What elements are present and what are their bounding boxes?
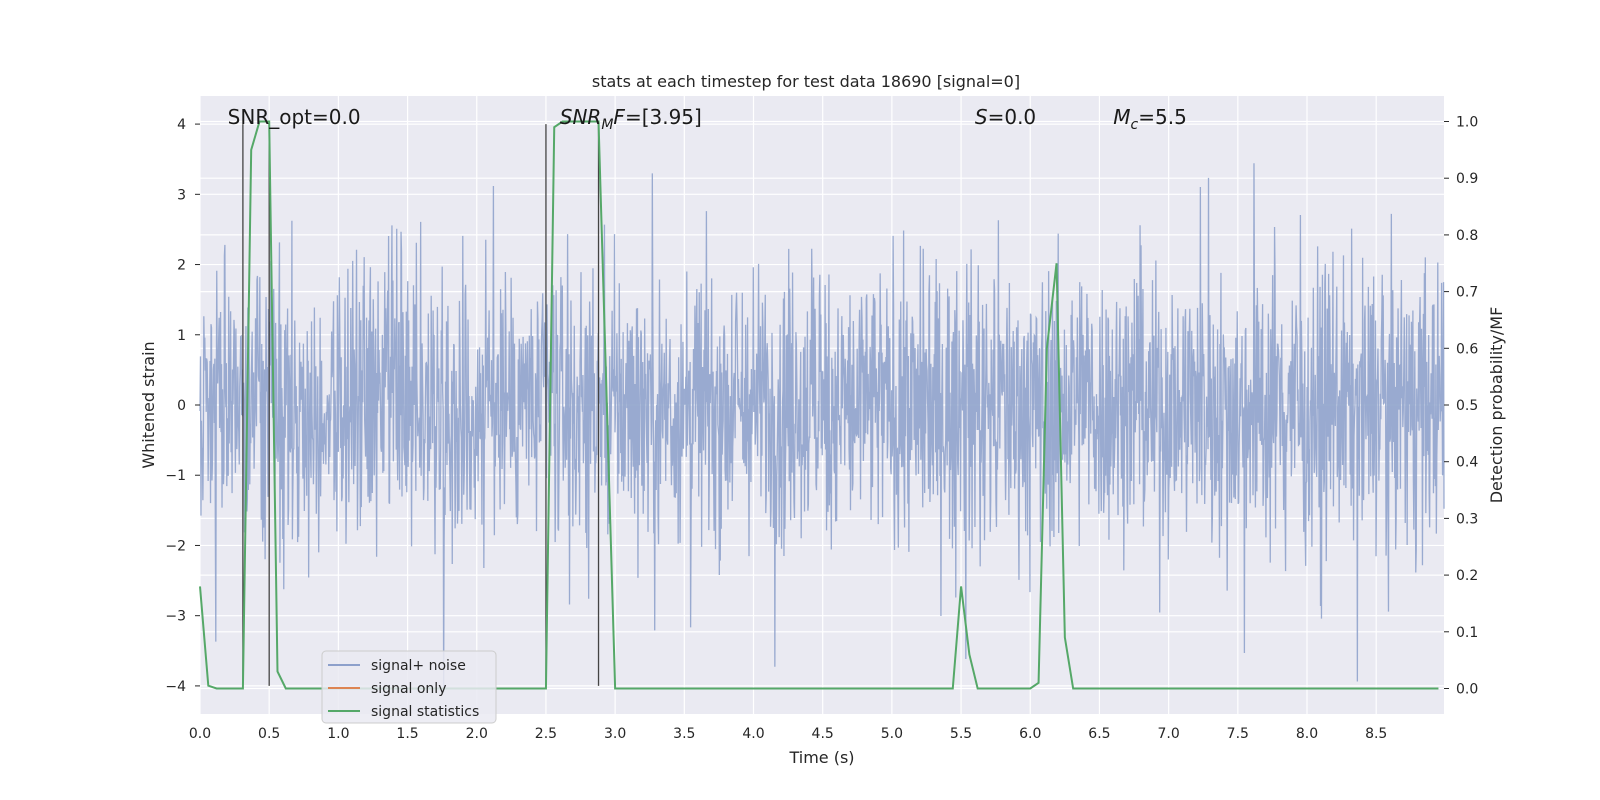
x-tick-label: 2.5 [535,726,557,742]
y-left-tick-label: 3 [177,187,186,203]
x-tick-label: 5.5 [950,726,972,742]
x-tick-label: 0.5 [258,726,280,742]
annotation-label-4: Mc=5.5 [1113,105,1187,133]
legend-label-1: signal+ noise [371,658,466,674]
annotations: SNR_opt=0.0 SNRMF=[3.95] S=0.0 Mc=5.5 [228,105,1187,133]
x-tick-labels: 0.0 0.5 1.0 1.5 2.0 2.5 3.0 3.5 4.0 4.5 5.0 5.5 6.0 6… [189,726,1387,742]
y-right-tick-label: 0.4 [1456,455,1478,471]
signal-noise-series [199,163,1445,693]
y-left-tick-label: 2 [177,258,186,274]
x-tick-label: 8.0 [1296,726,1318,742]
chart-title: stats at each timestep for test data 186… [592,72,1020,91]
x-tick-label: 6.5 [1088,726,1110,742]
y-left-tick-label: −2 [165,538,186,554]
y-right-tick-label: 1.0 [1456,115,1478,131]
y-right-tick-label: 0.9 [1456,171,1478,187]
legend-label-2: signal only [371,681,446,697]
y-right-tick-label: 0.5 [1456,398,1478,414]
y-left-tick-label: −4 [165,679,186,695]
x-tick-label: 4.5 [812,726,834,742]
y-left-tick-label: −1 [165,468,186,484]
legend: signal+ noise signal only signal statistic… [321,650,497,724]
y-right-axis-label: Detection probability/MF [1487,307,1506,504]
y-left-tick-label: 0 [177,398,186,414]
y-right-tick-label: 0.0 [1456,681,1478,697]
y-left-tick-label: 4 [177,117,186,133]
y-right-tick-labels: 1.0 0.9 0.8 0.7 0.6 0.5 0.4 0.3 0.2 0.1 0.0 [1444,115,1478,697]
y-left-axis-label: Whitened strain [139,341,158,468]
x-tick-label: 5.0 [881,726,903,742]
y-right-tick-label: 0.3 [1456,511,1478,527]
x-tick-label: 2.0 [466,726,488,742]
legend-label-3: signal statistics [371,704,479,720]
signal-statistics-line [199,120,1439,690]
x-tick-label: 8.5 [1365,726,1387,742]
x-tick-label: 4.0 [742,726,764,742]
annotation-label-1: SNR_opt=0.0 [228,105,361,129]
y-right-tick-label: 0.7 [1456,285,1478,301]
x-tick-label: 3.0 [604,726,626,742]
x-tick-label: 6.0 [1019,726,1041,742]
y-left-tick-labels: 4 3 2 1 0 −1 −2 −3 −4 [165,117,200,695]
x-tick-label: 1.5 [396,726,418,742]
x-tick-label: 7.0 [1157,726,1179,742]
y-left-tick-label: −3 [165,609,186,625]
signal-noise-line [199,163,1445,693]
y-right-tick-label: 0.6 [1456,341,1478,357]
y-right-tick-label: 0.8 [1456,228,1478,244]
x-tick-label: 7.5 [1227,726,1249,742]
annotation-label-3: S=0.0 [975,105,1036,129]
x-axis-label: Time (s) [788,748,854,767]
x-tick-label: 3.5 [673,726,695,742]
x-tick-label: 0.0 [189,726,211,742]
annotation-label-2: SNRMF=[3.95] [560,105,702,133]
y-right-tick-label: 0.1 [1456,625,1478,641]
legend-box [321,650,497,724]
y-left-tick-label: 1 [177,328,186,344]
y-right-tick-label: 0.2 [1456,568,1478,584]
x-tick-label: 1.0 [327,726,349,742]
vertical-markers [242,124,600,686]
